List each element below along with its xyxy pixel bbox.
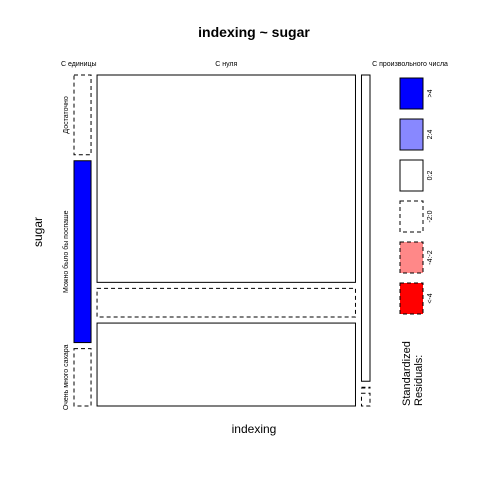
legend-title-line1: Standardized <box>401 341 413 406</box>
legend: >4 2:4 0:2 -2:0 -4:-2 <-4 Standardized Residu… <box>399 77 434 406</box>
legend-swatch-0 <box>399 77 424 110</box>
legend-label-5: <-4 <box>427 293 434 303</box>
legend-items: >4 2:4 0:2 -2:0 -4:-2 <-4 <box>399 77 434 315</box>
legend-label-3: -2:0 <box>427 210 434 222</box>
y-tick-label-0: Достаточно <box>63 96 70 133</box>
x-tick-label-2: С произвольного числа <box>372 61 448 68</box>
legend-label-4: -4:-2 <box>427 250 434 265</box>
mosaic-cell-1-2 <box>96 322 356 407</box>
chart-title: indexing ~ sugar <box>198 24 310 40</box>
y-axis-title: sugar <box>31 217 45 247</box>
y-category-labels: Достаточно Можно было бы поспаше Очень мно… <box>62 96 70 410</box>
mosaic-cell-0-2 <box>73 348 92 407</box>
x-tick-label-0: С единицы <box>61 61 97 68</box>
y-tick-label-1: Можно было бы поспаше <box>62 210 70 293</box>
legend-title-line2: Residuals: <box>413 355 425 406</box>
mosaic-cell-2-2 <box>360 392 371 407</box>
legend-swatch-4 <box>399 241 424 274</box>
mosaic-cell-1-1 <box>96 287 356 318</box>
legend-swatch-5 <box>399 282 424 315</box>
legend-label-2: 0:2 <box>427 171 434 181</box>
x-tick-label-1: С нуля <box>215 61 237 68</box>
mosaic-cell-2-1 <box>360 386 371 389</box>
legend-label-1: 2:4 <box>427 130 434 140</box>
legend-label-0: >4 <box>427 89 434 97</box>
mosaic-cell-2-0 <box>360 74 371 382</box>
x-axis-title: indexing <box>232 422 277 436</box>
legend-swatch-1 <box>399 118 424 151</box>
mosaic-cells <box>73 74 371 407</box>
mosaic-cell-1-0 <box>96 74 356 283</box>
legend-swatch-2 <box>399 159 424 192</box>
mosaic-cell-0-1 <box>73 160 92 344</box>
legend-swatch-3 <box>399 200 424 233</box>
mosaic-cell-0-0 <box>73 74 92 156</box>
x-category-labels: С единицы С нуля С произвольного числа <box>61 61 448 68</box>
y-tick-label-2: Очень много сахара <box>63 344 70 410</box>
